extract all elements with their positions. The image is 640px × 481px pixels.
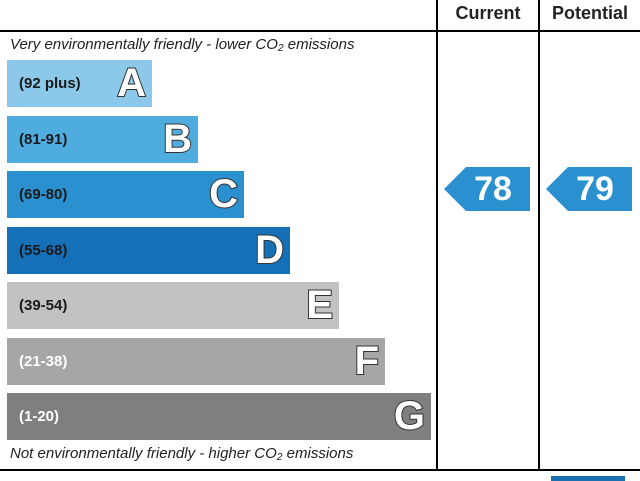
band-letter-label: C <box>208 171 239 217</box>
band-f: (21-38) F <box>7 337 385 385</box>
marker-value: 78 <box>474 170 512 208</box>
band-letter-label: D <box>254 227 285 273</box>
band-e: (39-54) E <box>7 282 339 329</box>
potential-column-header: Potential <box>551 3 628 23</box>
band-range-label: (1-20) <box>19 408 60 425</box>
column-divider-potential <box>538 0 540 471</box>
current-column-header: Current <box>455 3 521 23</box>
band-d: (55-68) D <box>7 226 290 274</box>
band-letter-label: F <box>354 338 380 384</box>
band-range-label: (55-68) <box>19 241 68 259</box>
band-letter-label: B <box>162 116 193 162</box>
band-range-label: (81-91) <box>19 130 68 148</box>
potential-rating-marker: 79 <box>546 167 632 211</box>
header-divider <box>0 30 640 32</box>
footer-divider <box>0 469 640 471</box>
band-letter-label: A <box>116 60 147 106</box>
band-range-label: (92 plus) <box>19 75 81 92</box>
band-a: (92 plus) A <box>7 60 152 107</box>
current-rating-marker: 78 <box>444 167 530 211</box>
band-c: (69-80) C <box>7 171 244 218</box>
top-caption: Very environmentally friendly - lower CO… <box>10 36 355 53</box>
band-range-label: (39-54) <box>19 297 68 314</box>
band-letter-label: G <box>393 393 426 439</box>
band-b: (81-91) B <box>7 115 198 163</box>
band-g: (1-20) G <box>7 393 431 440</box>
band-range-label: (69-80) <box>19 186 68 203</box>
marker-value: 79 <box>576 170 614 208</box>
bottom-caption: Not environmentally friendly - higher CO… <box>10 445 354 462</box>
band-range-label: (21-38) <box>19 352 68 370</box>
column-divider-current <box>436 0 438 471</box>
band-letter-label: E <box>305 282 334 328</box>
